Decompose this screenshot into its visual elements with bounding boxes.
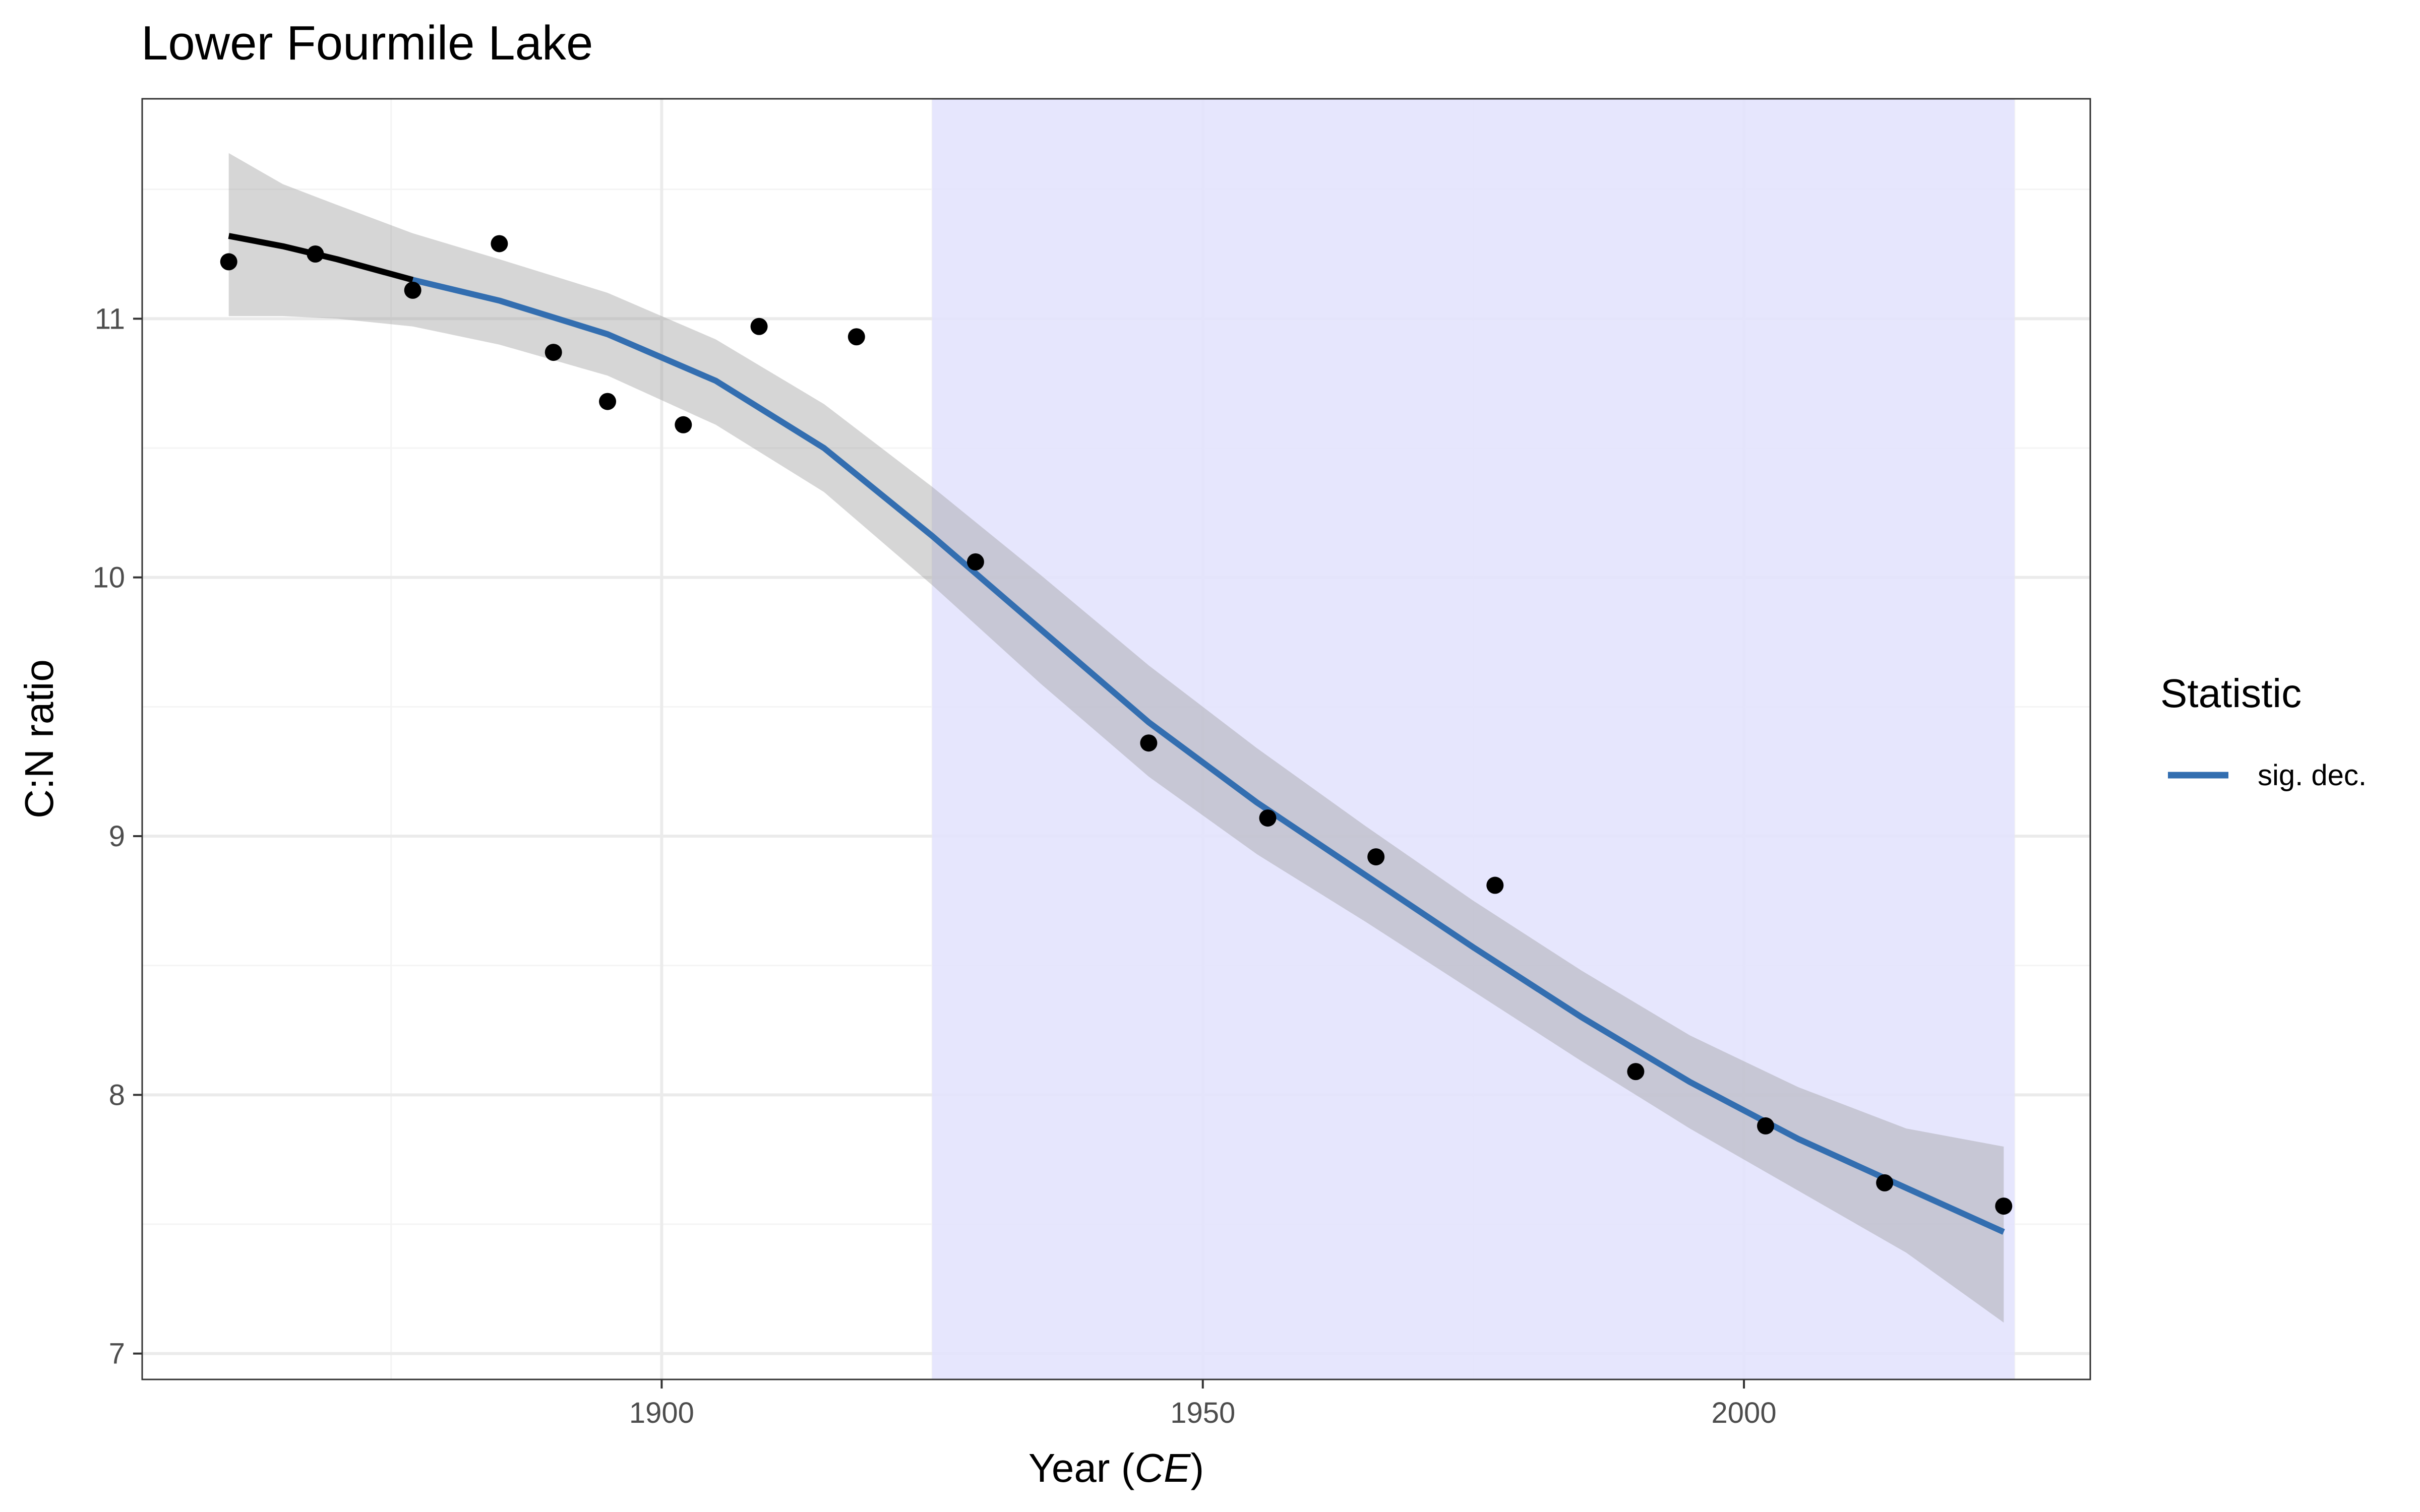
significance-shading [932,99,2015,1379]
data-point [848,328,865,346]
data-point [1876,1174,1894,1191]
y-axis-ticks: 7 8 9 10 11 [92,302,142,1370]
data-point [307,245,324,263]
data-point [491,235,508,253]
data-point [1995,1198,2013,1215]
data-points [220,235,2013,1215]
data-point [544,344,562,361]
y-axis-title: C:N ratio [17,659,62,818]
shaded-interval [932,99,2015,1379]
x-tick-label: 1900 [629,1397,694,1429]
legend-label-sig-dec: sig. dec. [2258,759,2367,792]
data-point [1367,848,1385,866]
y-tick-label: 9 [109,820,125,853]
data-point [1140,734,1158,752]
data-point [599,393,617,410]
data-point [966,553,984,571]
x-axis-ticks: 1900 1950 2000 [629,1379,1777,1429]
data-point [1757,1117,1774,1135]
y-tick-label: 11 [95,302,125,335]
data-point [1486,876,1504,894]
x-tick-label: 2000 [1712,1397,1777,1429]
legend: Statistic sig. dec. [2160,671,2367,792]
data-point [675,416,692,433]
confidence-ribbon [228,153,2004,1323]
legend-title: Statistic [2160,671,2302,716]
y-tick-label: 8 [109,1079,125,1111]
confidence-band [228,153,2004,1323]
fit-line-sig-dec [412,277,2005,1235]
y-tick-label: 10 [92,561,125,594]
panel-border [141,98,2091,1380]
data-point [220,253,237,271]
data-point [404,281,421,299]
data-point [1627,1063,1645,1081]
plot-panel [141,98,2091,1380]
data-point [1259,809,1277,827]
x-axis-title: Year (CE) [1028,1445,1204,1490]
x-tick-label: 1950 [1170,1397,1235,1429]
chart-title: Lower Fourmile Lake [141,16,593,70]
y-tick-label: 7 [109,1338,125,1370]
data-point [750,318,768,335]
